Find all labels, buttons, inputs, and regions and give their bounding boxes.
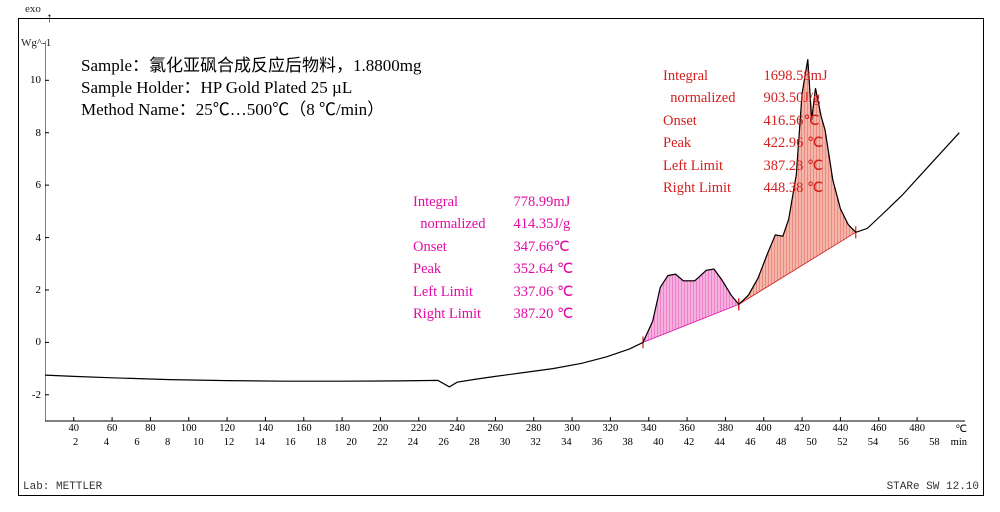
x-tick-time: 46 bbox=[745, 437, 756, 448]
x-tick-temp: 420 bbox=[794, 423, 810, 434]
peak-value: 422.96 ℃ bbox=[741, 132, 833, 154]
peak-value: 347.66℃ bbox=[491, 236, 579, 258]
peak-value: 337.06 ℃ bbox=[491, 281, 579, 303]
x-tick-time: 56 bbox=[898, 437, 909, 448]
peak-label: Right Limit bbox=[663, 177, 741, 199]
y-tick: 6 bbox=[23, 179, 41, 191]
x-tick-time: 8 bbox=[165, 437, 170, 448]
x-tick-time: 4 bbox=[104, 437, 109, 448]
x-tick-time: 50 bbox=[806, 437, 817, 448]
peak-label: normalized bbox=[663, 87, 741, 109]
peak-value: 387.23 ℃ bbox=[741, 155, 833, 177]
peak-label: Peak bbox=[413, 258, 491, 280]
footer-left: Lab: METTLER bbox=[23, 481, 102, 493]
x-tick-time: 28 bbox=[469, 437, 480, 448]
peak-label: Onset bbox=[663, 110, 741, 132]
x-tick-time: 26 bbox=[438, 437, 449, 448]
peak-label: Onset bbox=[413, 236, 491, 258]
peak-value: 416.56℃ bbox=[741, 110, 833, 132]
x-tick-time: 42 bbox=[684, 437, 695, 448]
x-tick-temp: 200 bbox=[373, 423, 389, 434]
x-tick-temp: 360 bbox=[679, 423, 695, 434]
x-tick-time: 20 bbox=[346, 437, 357, 448]
peak-value: 1698.58mJ bbox=[741, 65, 833, 87]
x-tick-temp: 380 bbox=[718, 423, 734, 434]
x-tick-temp: 320 bbox=[603, 423, 619, 434]
x-tick-temp: 280 bbox=[526, 423, 542, 434]
peak-value: 903.50J/g bbox=[741, 87, 833, 109]
x-unit-time: min bbox=[951, 437, 967, 448]
x-tick-temp: 440 bbox=[833, 423, 849, 434]
x-tick-temp: 220 bbox=[411, 423, 427, 434]
x-tick-temp: 400 bbox=[756, 423, 772, 434]
x-tick-time: 24 bbox=[408, 437, 419, 448]
method-line: Method Name：25℃…500℃（8 ℃/min） bbox=[81, 99, 421, 121]
x-tick-time: 54 bbox=[868, 437, 879, 448]
x-tick-time: 22 bbox=[377, 437, 388, 448]
peak-label: Integral bbox=[663, 65, 741, 87]
chart-frame: exo ↑ Wg^-1 -20246810 Sample：氯化亚砜合成反应后物料… bbox=[18, 18, 984, 496]
x-tick-time: 10 bbox=[193, 437, 204, 448]
footer-right: STARe SW 12.10 bbox=[887, 481, 979, 493]
exo-label: exo bbox=[25, 3, 41, 15]
peak-label: Left Limit bbox=[413, 281, 491, 303]
peak-value: 414.35J/g bbox=[491, 213, 579, 235]
x-tick-time: 34 bbox=[561, 437, 572, 448]
x-tick-temp: 300 bbox=[564, 423, 580, 434]
x-tick-time: 58 bbox=[929, 437, 940, 448]
x-tick-time: 12 bbox=[224, 437, 235, 448]
y-tick: 2 bbox=[23, 284, 41, 296]
x-tick-time: 36 bbox=[592, 437, 603, 448]
x-tick-temp: 480 bbox=[909, 423, 925, 434]
peak-label: Right Limit bbox=[413, 303, 491, 325]
x-tick-temp: 120 bbox=[219, 423, 235, 434]
x-unit-temp: ℃ bbox=[955, 423, 967, 435]
holder-line: Sample Holder：HP Gold Plated 25 µL bbox=[81, 77, 421, 99]
peak-label: Peak bbox=[663, 132, 741, 154]
peak-label: normalized bbox=[413, 213, 491, 235]
x-tick-time: 2 bbox=[73, 437, 78, 448]
x-tick-time: 44 bbox=[714, 437, 725, 448]
x-tick-time: 52 bbox=[837, 437, 848, 448]
x-tick-temp: 80 bbox=[145, 423, 156, 434]
x-tick-temp: 240 bbox=[449, 423, 465, 434]
sample-info: Sample：氯化亚砜合成反应后物料，1.8800mg Sample Holde… bbox=[81, 55, 421, 121]
peak-value: 387.20 ℃ bbox=[491, 303, 579, 325]
peak-value: 448.38 ℃ bbox=[741, 177, 833, 199]
x-tick-time: 48 bbox=[776, 437, 787, 448]
x-tick-time: 18 bbox=[316, 437, 327, 448]
x-tick-time: 14 bbox=[254, 437, 265, 448]
peak1-annotation: Integral778.99mJ normalized414.35J/gOnse… bbox=[413, 191, 579, 326]
y-tick: 4 bbox=[23, 232, 41, 244]
sample-line: Sample：氯化亚砜合成反应后物料，1.8800mg bbox=[81, 55, 421, 77]
peak-label: Left Limit bbox=[663, 155, 741, 177]
x-tick-temp: 100 bbox=[181, 423, 197, 434]
x-tick-time: 32 bbox=[530, 437, 541, 448]
x-tick-temp: 40 bbox=[69, 423, 80, 434]
y-tick: 0 bbox=[23, 336, 41, 348]
x-tick-temp: 340 bbox=[641, 423, 657, 434]
x-tick-temp: 160 bbox=[296, 423, 312, 434]
x-tick-temp: 180 bbox=[334, 423, 350, 434]
peak2-annotation: Integral1698.58mJ normalized903.50J/gOns… bbox=[663, 65, 834, 200]
peak-label: Integral bbox=[413, 191, 491, 213]
y-tick: 10 bbox=[23, 74, 41, 86]
x-tick-time: 40 bbox=[653, 437, 664, 448]
x-tick-time: 16 bbox=[285, 437, 296, 448]
x-tick-temp: 260 bbox=[488, 423, 504, 434]
peak-value: 778.99mJ bbox=[491, 191, 579, 213]
exo-arrow: ↑ bbox=[46, 11, 53, 27]
x-tick-time: 30 bbox=[500, 437, 511, 448]
peak-value: 352.64 ℃ bbox=[491, 258, 579, 280]
x-tick-time: 6 bbox=[134, 437, 139, 448]
x-tick-temp: 140 bbox=[258, 423, 274, 434]
x-tick-temp: 460 bbox=[871, 423, 887, 434]
x-tick-time: 38 bbox=[622, 437, 633, 448]
y-tick: -2 bbox=[23, 389, 41, 401]
y-tick: 8 bbox=[23, 127, 41, 139]
plot-area: -20246810 Sample：氯化亚砜合成反应后物料，1.8800mg Sa… bbox=[45, 41, 965, 461]
x-tick-temp: 60 bbox=[107, 423, 118, 434]
